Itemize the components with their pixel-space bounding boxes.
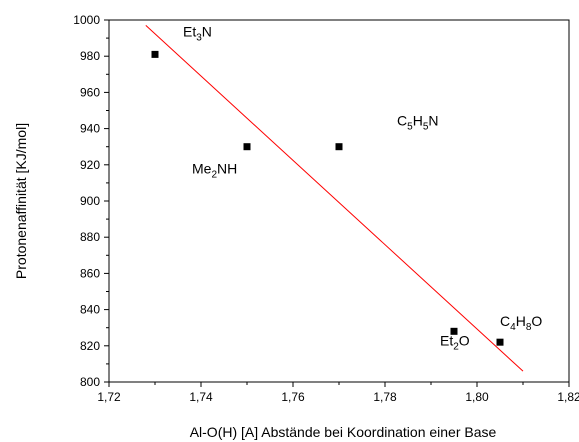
- y-tick-label: 800: [80, 375, 100, 389]
- x-tick-label: 1,74: [189, 390, 213, 404]
- y-tick-label: 1000: [73, 13, 100, 27]
- y-tick-label: 880: [80, 230, 100, 244]
- x-tick-label: 1,76: [281, 390, 305, 404]
- x-tick-label: 1,80: [465, 390, 489, 404]
- point-labels: Et3N Me2NH C5H5N Et2O C4H8O: [183, 23, 542, 352]
- y-tick-label: 920: [80, 158, 100, 172]
- point-label: C4H8O: [500, 313, 542, 333]
- x-axis-label: Al-O(H) [A] Abstände bei Koordination ei…: [190, 424, 497, 440]
- regression-line: [145, 25, 524, 372]
- point-label: Et2O: [440, 332, 470, 352]
- y-tick-label: 900: [80, 194, 100, 208]
- regression-line-group: [145, 25, 524, 372]
- point-label: C5H5N: [397, 113, 439, 133]
- data-point: [335, 143, 343, 151]
- x-axis: 1,72 1,74 1,76 1,78 1,80 1,82: [97, 382, 579, 404]
- y-tick-label: 940: [80, 122, 100, 136]
- data-point: [496, 338, 504, 346]
- point-label: Me2NH: [192, 161, 237, 181]
- data-point: [243, 143, 251, 151]
- data-point: [450, 327, 458, 335]
- x-tick-label: 1,72: [97, 390, 121, 404]
- data-point: [151, 50, 159, 58]
- y-tick-label: 840: [80, 303, 100, 317]
- data-points: [151, 50, 504, 346]
- x-tick-label: 1,82: [557, 390, 579, 404]
- x-tick-label: 1,78: [373, 390, 397, 404]
- y-tick-label: 820: [80, 339, 100, 353]
- point-label: Et3N: [183, 23, 212, 43]
- y-axis: 800 820 840 860 880 900 920 940 960 980 1000: [73, 13, 109, 389]
- y-tick-label: 960: [80, 85, 100, 99]
- y-tick-label: 980: [80, 49, 100, 63]
- y-tick-label: 860: [80, 266, 100, 280]
- y-axis-label: Protonenaffinität [KJ/mol]: [13, 123, 29, 279]
